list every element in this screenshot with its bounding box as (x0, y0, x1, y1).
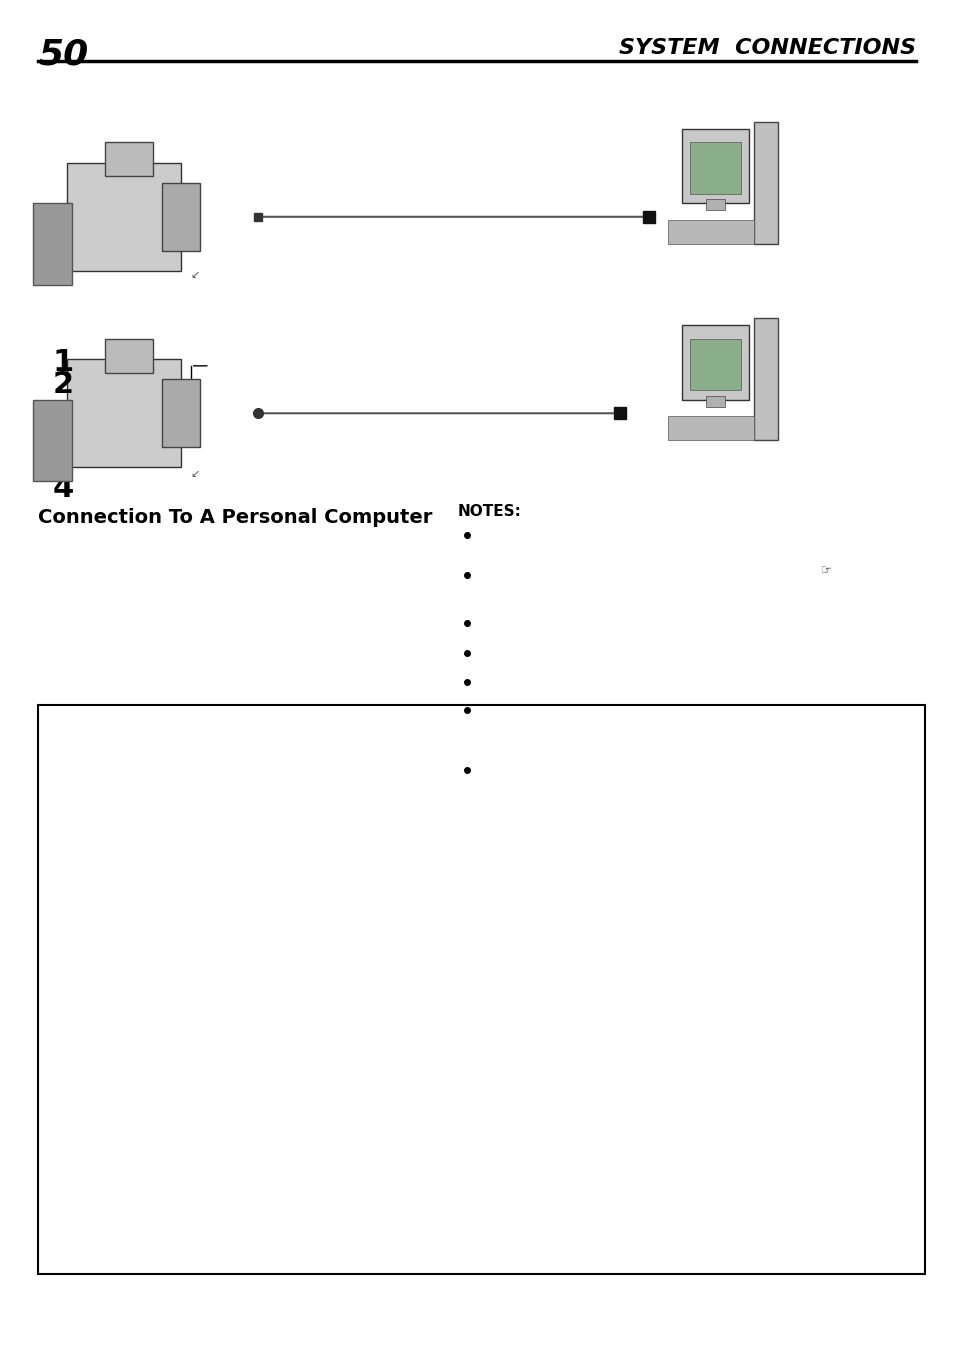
Bar (753, 318, 777, 440)
Bar (667, 220, 753, 244)
Text: ↙: ↙ (191, 270, 200, 279)
Text: 4: 4 (52, 474, 73, 503)
Bar (105, 142, 152, 176)
Text: 50: 50 (38, 38, 89, 72)
Text: Connection To A Personal Computer: Connection To A Personal Computer (38, 508, 432, 527)
Bar (681, 129, 748, 203)
Bar (681, 325, 748, 400)
Bar (705, 199, 724, 210)
Text: ☞: ☞ (820, 564, 831, 577)
Bar (67, 163, 181, 271)
Text: 1: 1 (52, 348, 73, 377)
Text: NOTES:: NOTES: (457, 504, 521, 519)
Text: 2: 2 (52, 370, 73, 398)
Bar (689, 142, 740, 194)
Bar (33, 203, 71, 285)
Bar (162, 183, 200, 251)
Bar (33, 400, 71, 481)
Text: SYSTEM  CONNECTIONS: SYSTEM CONNECTIONS (618, 38, 915, 58)
Bar (67, 359, 181, 467)
Bar (753, 122, 777, 244)
Bar (105, 339, 152, 373)
Bar (38, 705, 924, 1274)
Text: ↙: ↙ (191, 469, 200, 478)
Bar (162, 379, 200, 447)
Bar (667, 416, 753, 440)
Text: 3: 3 (52, 402, 73, 431)
Bar (689, 339, 740, 390)
Bar (705, 396, 724, 406)
